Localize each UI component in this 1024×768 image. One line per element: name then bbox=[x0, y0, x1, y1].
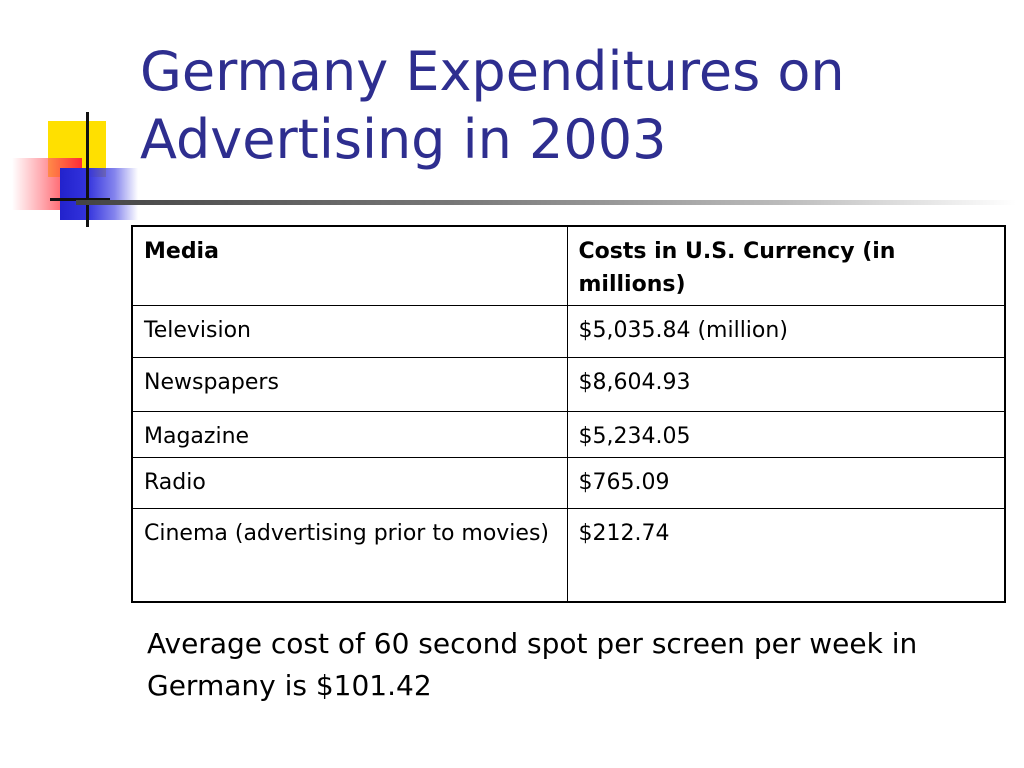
slide-title-line-2: Advertising in 2003 bbox=[140, 108, 667, 171]
cost-cell: $5,035.84 (million) bbox=[566, 305, 1006, 358]
cost-cell: $5,234.05 bbox=[566, 411, 1006, 458]
title-underline bbox=[76, 200, 1016, 205]
decorative-vertical-line bbox=[86, 112, 89, 227]
slide-title-line-1: Germany Expenditures on bbox=[140, 40, 845, 103]
table-row: Newspapers $8,604.93 bbox=[131, 357, 1006, 412]
table-row: Radio $765.09 bbox=[131, 457, 1006, 509]
decorative-horizontal-line bbox=[50, 198, 110, 201]
table-row: Cinema (advertising prior to movies) $21… bbox=[131, 508, 1006, 603]
cost-cell: $765.09 bbox=[566, 457, 1006, 509]
media-cell: Magazine bbox=[131, 411, 568, 458]
cost-cell: $212.74 bbox=[566, 508, 1006, 603]
decorative-blue-bar bbox=[60, 168, 138, 220]
table-row: Magazine $5,234.05 bbox=[131, 411, 1006, 458]
expenditures-table: Media Costs in U.S. Currency (in million… bbox=[131, 225, 1006, 603]
slide-title: Germany Expenditures on Advertising in 2… bbox=[140, 38, 1000, 174]
average-cost-note: Average cost of 60 second spot per scree… bbox=[147, 627, 918, 702]
media-cell: Cinema (advertising prior to movies) bbox=[131, 508, 568, 603]
media-cell: Newspapers bbox=[131, 357, 568, 412]
media-cell: Radio bbox=[131, 457, 568, 509]
header-costs: Costs in U.S. Currency (in millions) bbox=[566, 225, 1006, 306]
table-header-row: Media Costs in U.S. Currency (in million… bbox=[131, 225, 1006, 306]
header-media: Media bbox=[131, 225, 568, 306]
table-row: Television $5,035.84 (million) bbox=[131, 305, 1006, 358]
media-cell: Television bbox=[131, 305, 568, 358]
cost-cell: $8,604.93 bbox=[566, 357, 1006, 412]
